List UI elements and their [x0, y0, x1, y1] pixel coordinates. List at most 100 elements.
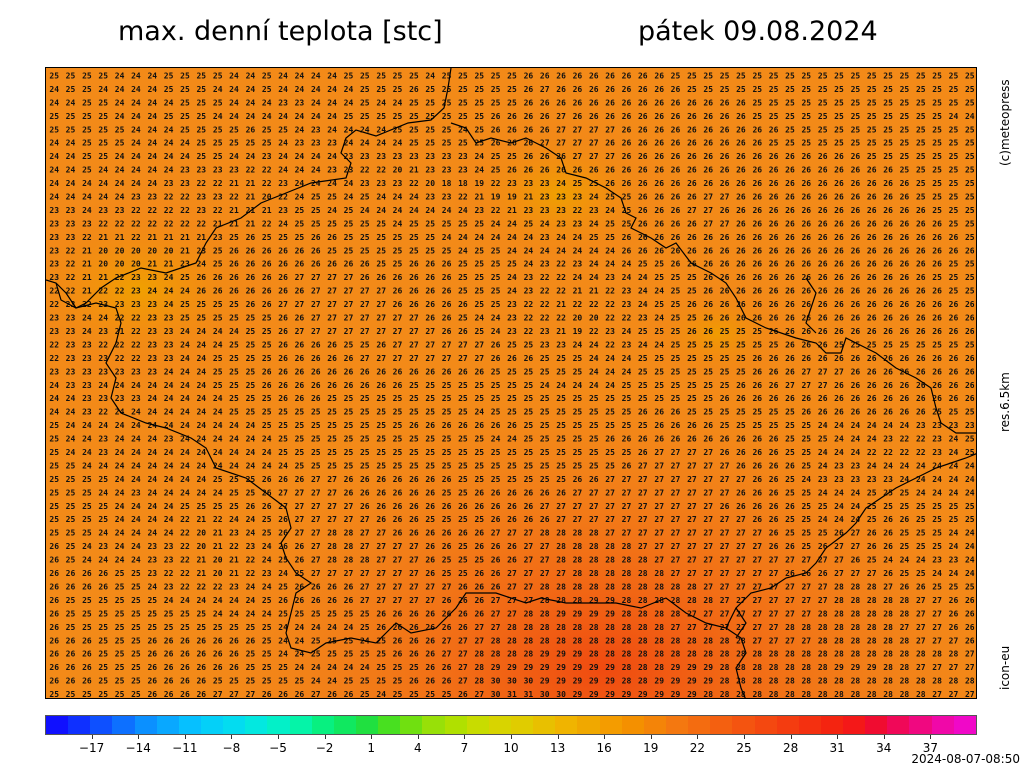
- grid-value: 27: [327, 314, 337, 323]
- grid-value: 26: [867, 300, 877, 309]
- grid-value: 25: [573, 394, 583, 403]
- grid-value: 25: [344, 435, 354, 444]
- grid-value: 25: [344, 677, 354, 686]
- grid-value: 26: [278, 314, 288, 323]
- grid-value: 26: [752, 246, 762, 255]
- grid-value: 25: [801, 515, 811, 524]
- grid-value: 28: [654, 636, 664, 645]
- grid-value: 27: [556, 515, 566, 524]
- grid-value: 25: [965, 166, 975, 175]
- grid-value: 25: [818, 139, 828, 148]
- grid-value: 25: [507, 98, 517, 107]
- grid-value: 26: [507, 112, 517, 121]
- grid-value: 28: [638, 623, 648, 632]
- grid-value: 26: [818, 179, 828, 188]
- grid-value: 25: [278, 421, 288, 430]
- grid-value: 26: [589, 112, 599, 121]
- grid-value: 26: [769, 488, 779, 497]
- grid-value: 22: [556, 287, 566, 296]
- grid-value: 26: [524, 98, 534, 107]
- grid-value: 25: [932, 529, 942, 538]
- grid-value: 25: [573, 461, 583, 470]
- grid-value: 27: [311, 515, 321, 524]
- grid-value: 24: [147, 515, 157, 524]
- grid-value: 24: [851, 502, 861, 511]
- grid-value: 25: [49, 475, 59, 484]
- grid-value: 28: [851, 596, 861, 605]
- grid-value: 26: [164, 663, 174, 672]
- grid-value: 25: [311, 448, 321, 457]
- grid-value: 19: [491, 193, 501, 202]
- grid-value: 27: [556, 112, 566, 121]
- grid-value: 26: [801, 233, 811, 242]
- grid-value: 27: [376, 300, 386, 309]
- grid-value: 26: [229, 650, 239, 659]
- grid-value: 26: [867, 327, 877, 336]
- grid-value: 29: [540, 663, 550, 672]
- grid-value: 27: [605, 488, 615, 497]
- grid-value: 28: [834, 583, 844, 592]
- grid-value: 27: [638, 542, 648, 551]
- grid-value: 26: [311, 394, 321, 403]
- grid-value: 25: [720, 408, 730, 417]
- grid-value: 24: [82, 448, 92, 457]
- grid-value: 24: [491, 435, 501, 444]
- grid-value: 25: [540, 435, 550, 444]
- grid-value: 25: [115, 677, 125, 686]
- grid-value: 20: [393, 166, 403, 175]
- grid-value: 26: [900, 314, 910, 323]
- grid-value: 27: [295, 327, 305, 336]
- grid-value: 25: [671, 314, 681, 323]
- grid-value: 25: [393, 85, 403, 94]
- grid-value: 25: [196, 502, 206, 511]
- grid-value: 29: [589, 596, 599, 605]
- grid-value: 24: [344, 663, 354, 672]
- grid-value: 25: [687, 354, 697, 363]
- grid-value: 25: [82, 515, 92, 524]
- grid-value: 22: [916, 448, 926, 457]
- grid-value: 26: [458, 690, 468, 699]
- grid-value: 26: [867, 367, 877, 376]
- grid-value: 26: [867, 233, 877, 242]
- grid-value: 27: [769, 556, 779, 565]
- grid-value: 30: [556, 690, 566, 699]
- grid-value: 24: [393, 98, 403, 107]
- grid-value: 24: [115, 461, 125, 470]
- grid-value: 29: [834, 663, 844, 672]
- grid-value: 26: [720, 246, 730, 255]
- grid-value: 28: [834, 596, 844, 605]
- grid-value: 24: [246, 461, 256, 470]
- grid-value: 24: [589, 381, 599, 390]
- grid-value: 26: [376, 502, 386, 511]
- grid-value: 27: [442, 583, 452, 592]
- colorbar-label: −2: [315, 741, 334, 755]
- grid-value: 27: [393, 327, 403, 336]
- grid-value: 25: [49, 488, 59, 497]
- grid-value: 25: [540, 475, 550, 484]
- grid-value: 23: [311, 139, 321, 148]
- grid-value: 25: [393, 260, 403, 269]
- grid-value: 26: [360, 475, 370, 484]
- grid-value: 23: [131, 287, 141, 296]
- grid-value: 25: [834, 85, 844, 94]
- grid-value: 26: [720, 166, 730, 175]
- grid-value: 25: [524, 394, 534, 403]
- grid-value: 26: [622, 246, 632, 255]
- grid-value: 24: [867, 435, 877, 444]
- grid-value: 23: [229, 529, 239, 538]
- grid-value: 23: [589, 206, 599, 215]
- grid-value: 25: [327, 193, 337, 202]
- grid-value: 24: [196, 394, 206, 403]
- grid-value: 23: [540, 340, 550, 349]
- grid-value: 27: [900, 623, 910, 632]
- grid-value: 23: [932, 421, 942, 430]
- colorbar-tick: [697, 735, 699, 739]
- grid-value: 26: [769, 475, 779, 484]
- grid-value: 25: [409, 139, 419, 148]
- colorbar-tick: [278, 735, 279, 739]
- grid-value: 25: [573, 448, 583, 457]
- grid-value: 27: [605, 475, 615, 484]
- grid-value: 24: [867, 461, 877, 470]
- grid-value: 26: [638, 193, 648, 202]
- grid-value: 26: [49, 556, 59, 565]
